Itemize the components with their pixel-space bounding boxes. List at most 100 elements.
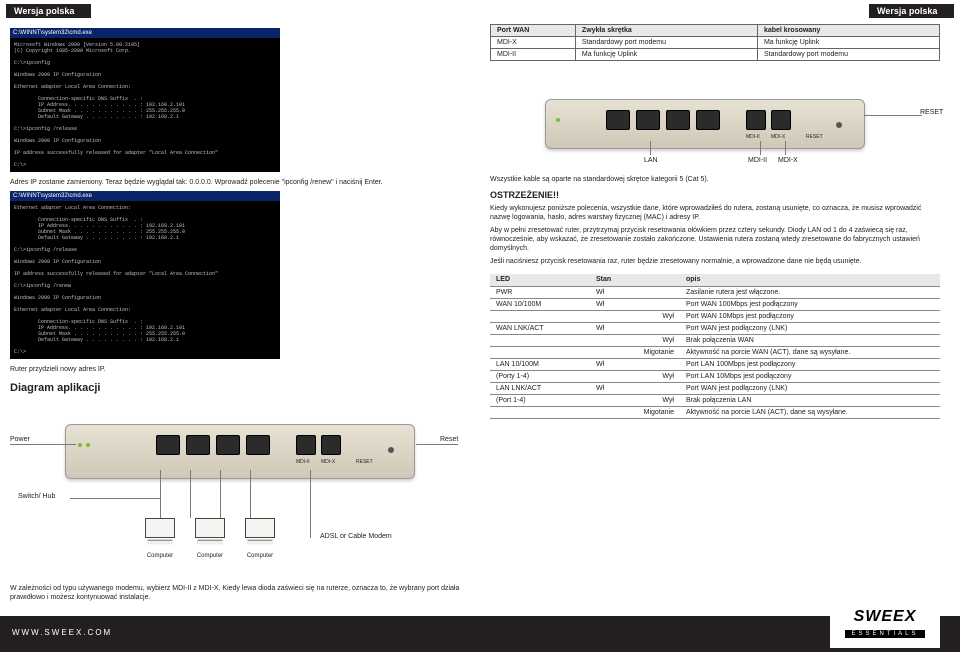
router-mdi2-label: MDI-II xyxy=(748,157,767,164)
led-td: LAN 10/100M xyxy=(490,358,590,370)
diagram-label-power: Power xyxy=(10,436,30,443)
pc-label-2: Computer xyxy=(190,553,230,559)
led-td: Wł xyxy=(590,358,680,370)
led-td xyxy=(490,310,590,322)
led-td: Aktywność na porcie WAN (ACT), dane są w… xyxy=(680,346,940,358)
led-th: LED xyxy=(490,274,590,286)
router-lan-label: LAN xyxy=(644,157,658,164)
led-td: Brak połączenia WAN xyxy=(680,334,940,346)
led-td: Port WAN 100Mbps jest podłączony xyxy=(680,298,940,310)
warning-title: OSTRZEŻENIE!! xyxy=(490,190,940,200)
cable-th: Zwykła skrętka xyxy=(575,25,757,37)
cable-td: Ma funkcję Uplink xyxy=(575,49,757,61)
led-td: WAN 10/100M xyxy=(490,298,590,310)
page-header-left: Wersja polska xyxy=(6,4,91,18)
sweex-logo: SWEEX ESSENTIALS xyxy=(830,598,940,648)
diagram-label-switch: Switch/ Hub xyxy=(18,493,55,500)
router-reset-label: RESET xyxy=(920,109,943,116)
led-td: Wł xyxy=(590,298,680,310)
led-td: Wył xyxy=(590,310,680,322)
led-td xyxy=(490,346,590,358)
note-bottom: W zależności od typu używanego modemu, w… xyxy=(10,584,470,602)
pc-icon-3 xyxy=(240,518,280,550)
footer: WWW.SWEEX.COM xyxy=(0,616,960,652)
cmd-window-2: C:\WINNT\system32\cmd.exe Ethernet adapt… xyxy=(10,191,280,359)
led-td: LAN LNK/ACT xyxy=(490,382,590,394)
led-td: Wł xyxy=(590,322,680,334)
pc-label-3: Computer xyxy=(240,553,280,559)
table-row: MigotanieAktywność na porcie LAN (ACT), … xyxy=(490,406,940,418)
table-row: WyłBrak połączenia WAN xyxy=(490,334,940,346)
table-row: LAN LNK/ACTWłPort WAN jest podłączony (L… xyxy=(490,382,940,394)
led-td: Port LAN 100Mbps jest podłączony xyxy=(680,358,940,370)
sweex-brand: SWEEX xyxy=(830,608,940,626)
led-td: Aktywność na porcie LAN (ACT), dane są w… xyxy=(680,406,940,418)
led-td: Wył xyxy=(590,394,680,406)
led-td: (Porty 1-4) xyxy=(490,370,590,382)
router-rear-device: MDI-II MDI-X RESET xyxy=(545,99,865,149)
diagram-title: Diagram aplikacji xyxy=(10,382,470,394)
led-td: Port LAN 10Mbps jest podłączony xyxy=(680,370,940,382)
table-row: WAN LNK/ACTWłPort WAN jest podłączony (L… xyxy=(490,322,940,334)
pc-icon-1 xyxy=(140,518,180,550)
cable-td: Ma funkcję Uplink xyxy=(757,37,939,49)
led-td: Brak połączenia LAN xyxy=(680,394,940,406)
led-td: Port WAN jest podłączony (LNK) xyxy=(680,322,940,334)
table-row: MigotanieAktywność na porcie WAN (ACT), … xyxy=(490,346,940,358)
diagram-label-modem: ADSL or Cable Modem xyxy=(320,533,392,540)
led-td xyxy=(490,334,590,346)
ip-changed-text: Adres IP zostanie zamieniony. Teraz będz… xyxy=(10,178,470,187)
cmd-window-2-title: C:\WINNT\system32\cmd.exe xyxy=(10,191,280,201)
led-td: Wł xyxy=(590,382,680,394)
led-th: Stan xyxy=(590,274,680,286)
led-table: LEDStanopis PWRWłZasilanie rutera jest w… xyxy=(490,274,940,419)
table-row: WAN 10/100MWłPort WAN 100Mbps jest podłą… xyxy=(490,298,940,310)
warning-p2: Aby w pełni zresetować ruter, przytrzyma… xyxy=(490,226,940,253)
cmd-window-2-body: Ethernet adapter Local Area Connection: … xyxy=(10,201,280,359)
router-new-ip-text: Ruter przydzieli nowy adres IP. xyxy=(10,365,470,374)
led-td: Wł xyxy=(590,286,680,298)
cable-td: Standardowy port modemu xyxy=(575,37,757,49)
left-column: C:\WINNT\system32\cmd.exe Microsoft Wind… xyxy=(10,28,470,606)
led-td: Port WAN jest podłączony (LNK) xyxy=(680,382,940,394)
diagram-label-reset: Reset xyxy=(440,436,458,443)
cables-note: Wszystkie kable są oparte na standardowe… xyxy=(490,175,940,184)
warning-p3: Jeśli naciśniesz przycisk resetowania ra… xyxy=(490,257,940,266)
router-diagram-device: MDI-II MDI-X RESET xyxy=(65,424,415,479)
cmd-window-1-title: C:\WINNT\system32\cmd.exe xyxy=(10,28,280,38)
led-td: PWR xyxy=(490,286,590,298)
table-row: PWRWłZasilanie rutera jest włączone. xyxy=(490,286,940,298)
cable-th: Port WAN xyxy=(491,25,576,37)
led-td: (Port 1-4) xyxy=(490,394,590,406)
led-td: Migotanie xyxy=(590,406,680,418)
sweex-essentials: ESSENTIALS xyxy=(845,630,924,638)
table-row: (Porty 1-4)WyłPort LAN 10Mbps jest podłą… xyxy=(490,370,940,382)
table-row: MDI-XStandardowy port modemuMa funkcję U… xyxy=(491,37,940,49)
led-td: Migotanie xyxy=(590,346,680,358)
app-diagram: MDI-II MDI-X RESET Power Reset Switch/ H… xyxy=(10,398,450,578)
led-td: Zasilanie rutera jest włączone. xyxy=(680,286,940,298)
warning-p1: Kiedy wykonujesz poniższe polecenia, wsz… xyxy=(490,204,940,222)
right-column: Port WANZwykła skrętkakabel krosowany MD… xyxy=(490,4,940,419)
cmd-window-1: C:\WINNT\system32\cmd.exe Microsoft Wind… xyxy=(10,28,280,172)
led-td xyxy=(490,406,590,418)
pc-icon-2 xyxy=(190,518,230,550)
cable-td: MDI-II xyxy=(491,49,576,61)
table-row: MDI-IIMa funkcję UplinkStandardowy port … xyxy=(491,49,940,61)
cable-th: kabel krosowany xyxy=(757,25,939,37)
led-td: Wył xyxy=(590,370,680,382)
footer-url: WWW.SWEEX.COM xyxy=(12,628,112,637)
table-row: LAN 10/100MWłPort LAN 100Mbps jest podłą… xyxy=(490,358,940,370)
led-td: Port WAN 10Mbps jest podłączony xyxy=(680,310,940,322)
led-th: opis xyxy=(680,274,940,286)
cable-table: Port WANZwykła skrętkakabel krosowany MD… xyxy=(490,24,940,61)
cable-td: MDI-X xyxy=(491,37,576,49)
cmd-window-1-body: Microsoft Windows 2000 [Version 5.00.219… xyxy=(10,38,280,172)
table-row: (Port 1-4)WyłBrak połączenia LAN xyxy=(490,394,940,406)
table-row: WyłPort WAN 10Mbps jest podłączony xyxy=(490,310,940,322)
pc-label-1: Computer xyxy=(140,553,180,559)
led-td: Wył xyxy=(590,334,680,346)
router-mdix-label: MDI-X xyxy=(778,157,798,164)
led-td: WAN LNK/ACT xyxy=(490,322,590,334)
cable-td: Standardowy port modemu xyxy=(757,49,939,61)
